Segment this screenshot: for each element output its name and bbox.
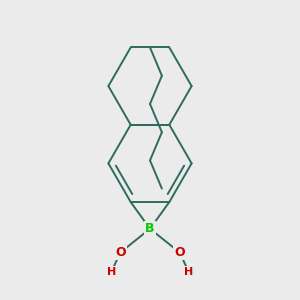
Text: O: O: [174, 246, 185, 259]
Text: O: O: [115, 246, 126, 259]
Text: H: H: [107, 267, 116, 277]
Text: B: B: [145, 222, 155, 235]
Text: H: H: [184, 267, 193, 277]
